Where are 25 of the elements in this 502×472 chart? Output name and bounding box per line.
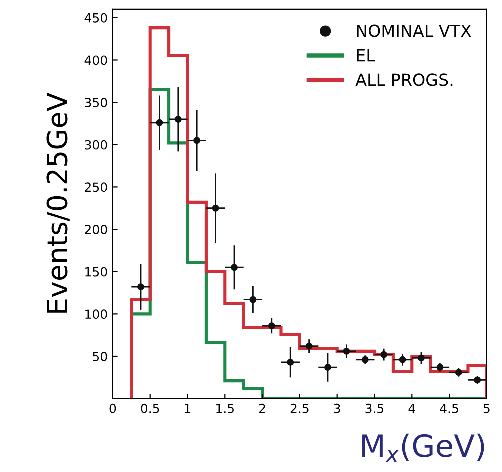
y-tick-label: 450	[84, 13, 108, 23]
x-tick-label: 0	[110, 404, 116, 414]
x-tick-label: 1	[185, 404, 191, 414]
x-tick-label: 2.5	[290, 404, 309, 414]
x-tick-label: 1.5	[216, 404, 234, 414]
x-tick-label: 3	[334, 404, 340, 414]
legend-label: ALL PROGS.	[356, 74, 453, 86]
legend-label: EL	[357, 49, 376, 62]
y-tick-label: 150	[86, 267, 108, 277]
y-tick-label: 300	[85, 140, 108, 150]
x-tick-label: 3.5	[366, 404, 384, 414]
x-tick-label: 0.5	[141, 404, 160, 414]
y-axis-title: Events/0.25GeV	[46, 92, 70, 313]
y-tick-label: 400	[84, 56, 108, 66]
y-tick-label: 200	[85, 225, 108, 234]
x-tick-label: 4	[408, 404, 416, 414]
x-tick-label: 4.5	[440, 404, 458, 414]
y-tick-label: 350	[85, 98, 108, 108]
legend-label: NOMINAL VTX	[357, 24, 472, 38]
x-tick-label: 2	[259, 404, 266, 414]
y-tick-label: 100	[86, 310, 108, 320]
y-tick-label: 50	[93, 352, 108, 362]
y-tick-label: 250	[85, 182, 108, 192]
x-axis-title: M$_{x}$(GeV)	[362, 434, 484, 462]
x-tick-label: 5	[484, 404, 490, 414]
